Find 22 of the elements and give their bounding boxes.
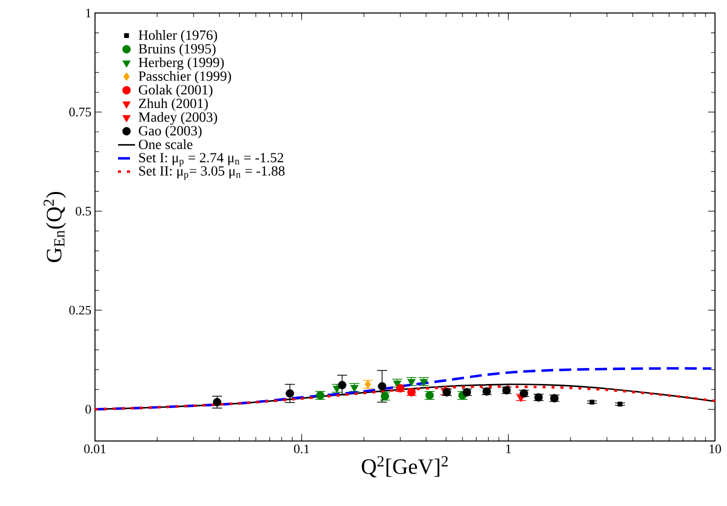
- y-tick-label: 0.5: [76, 206, 91, 216]
- y-tick-label: 0.75: [69, 108, 91, 116]
- legend-label: Madey (2003): [138, 112, 218, 125]
- legend-label: Set I: μ$_{p}$ = 2.74 μ$_{n}$ = -1.52: [139, 152, 284, 166]
- x-tick-label: 1: [506, 444, 511, 454]
- y-axis-title: G$_{En}$(Q$^{2}$): [44, 192, 66, 262]
- legend-label: Golak (2001): [138, 84, 212, 98]
- x-tick-label: 10: [710, 444, 721, 454]
- legend-label: Hohler (1976): [138, 30, 218, 43]
- legend-label: Herberg (1999): [138, 57, 224, 70]
- x-axis-title: Q$^{2}$[GeV]$^{2}$: [362, 456, 448, 478]
- y-tick-label: 1: [86, 8, 91, 18]
- y-tick-label: 0.25: [69, 306, 91, 315]
- legend-label: One scale: [138, 139, 192, 150]
- legend-label: Set II: μ$_{p}$= 3.05 μ$_{n}$ = -1.88: [139, 166, 285, 180]
- x-tick-label: 0.1: [294, 444, 309, 454]
- x-tick-label: 0.01: [84, 444, 106, 454]
- legend-label: Gao (2003): [138, 126, 202, 138]
- legend-label: Bruins (1995): [138, 44, 216, 56]
- legend-label: Zhuh (2001): [138, 98, 208, 111]
- legend-label: Passchier (1999): [138, 71, 232, 84]
- y-tick-label: 0: [86, 404, 91, 414]
